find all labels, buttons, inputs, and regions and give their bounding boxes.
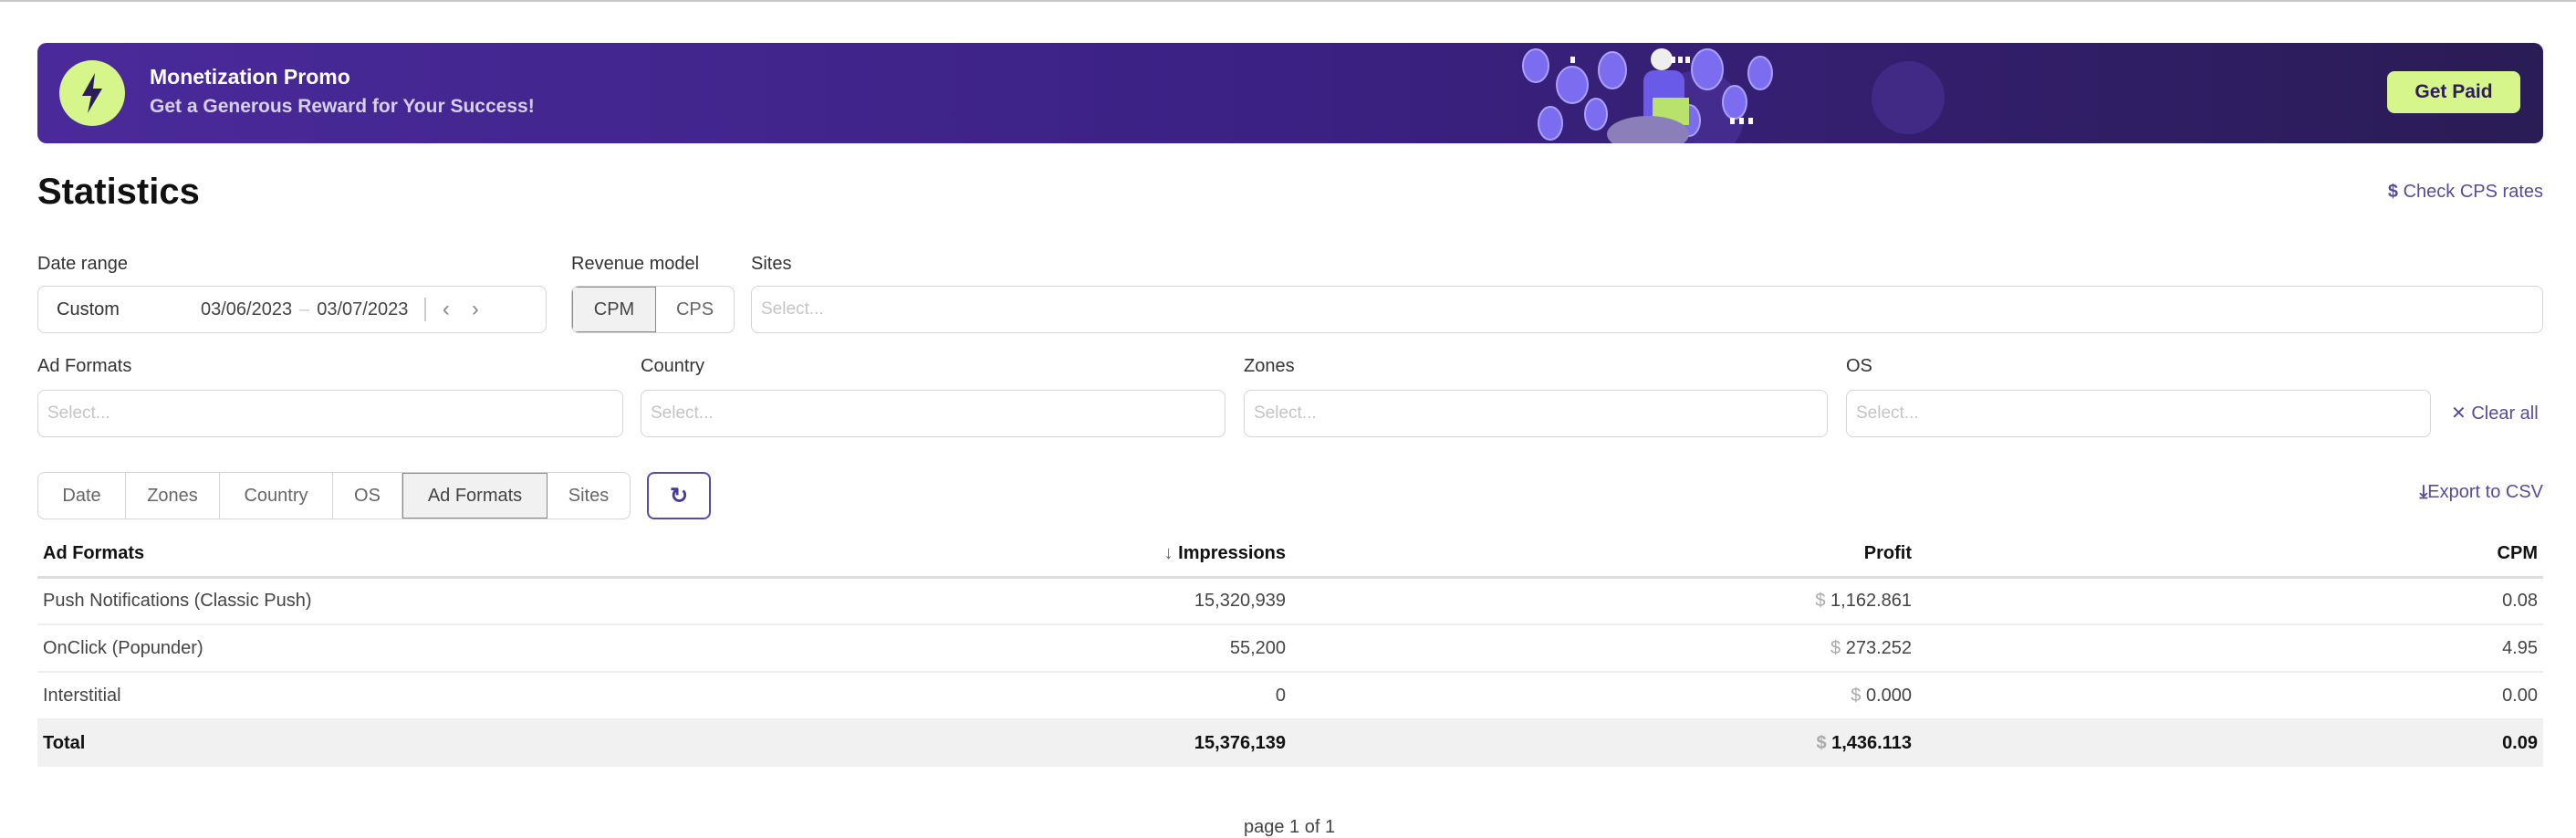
check-cps-rates-label: Check CPS rates xyxy=(2403,182,2543,202)
pagination-label: page 1 of 1 xyxy=(1244,817,1336,837)
zones-label: Zones xyxy=(1244,356,1295,376)
close-icon: ✕ xyxy=(2451,403,2466,424)
sites-label: Sites xyxy=(751,254,792,274)
total-impressions: 15,376,139 xyxy=(1041,719,1291,767)
date-range-picker[interactable]: Custom 03/06/2023 – 03/07/2023 ‹ › xyxy=(37,286,547,333)
tab-zones[interactable]: Zones xyxy=(126,473,220,519)
tab-country[interactable]: Country xyxy=(220,473,333,519)
col-impressions-label: Impressions xyxy=(1178,542,1286,563)
refresh-icon: ↻ xyxy=(669,483,689,508)
sites-placeholder: Select... xyxy=(761,299,824,319)
next-date-icon[interactable]: › xyxy=(471,297,479,321)
promo-subtitle: Get a Generous Reward for Your Success! xyxy=(150,96,535,117)
date-range-label: Date range xyxy=(37,254,128,274)
date-separator: – xyxy=(299,299,310,319)
clear-all-button[interactable]: ✕ Clear all xyxy=(2451,402,2539,424)
date-preset[interactable]: Custom xyxy=(57,299,120,319)
dollar-icon: $ xyxy=(2387,182,2399,202)
clear-all-label: Clear all xyxy=(2471,403,2539,424)
revenue-cpm-option[interactable]: CPM xyxy=(572,287,656,332)
get-paid-button[interactable]: Get Paid xyxy=(2387,71,2520,113)
group-by-tabs: Date Zones Country OS Ad Formats Sites xyxy=(37,472,631,519)
currency-symbol: $ xyxy=(1815,590,1826,611)
prev-date-icon[interactable]: ‹ xyxy=(442,297,450,321)
row-impressions: 0 xyxy=(1041,672,1291,720)
tab-sites[interactable]: Sites xyxy=(568,485,610,506)
total-cpm: 0.09 xyxy=(1917,719,2543,767)
row-profit: $ 1,162.861 xyxy=(1291,577,1917,625)
row-name: OnClick (Popunder) xyxy=(37,624,1041,673)
zones-placeholder: Select... xyxy=(1254,403,1317,423)
row-impressions: 15,320,939 xyxy=(1041,577,1291,625)
row-profit: $ 273.252 xyxy=(1291,624,1917,673)
row-profit: $ 0.000 xyxy=(1291,672,1917,720)
tab-os[interactable]: OS xyxy=(333,473,402,519)
total-profit-value: 1,436.113 xyxy=(1831,733,1912,753)
page-title: Statistics xyxy=(37,172,200,212)
profit-value: 0.000 xyxy=(1865,685,1912,706)
profit-value: 1,162.861 xyxy=(1830,590,1912,611)
lightning-icon xyxy=(59,60,125,126)
ad-formats-placeholder: Select... xyxy=(47,403,110,423)
col-ad-formats[interactable]: Ad Formats xyxy=(37,531,1041,579)
os-placeholder: Select... xyxy=(1856,403,1919,423)
refresh-button[interactable]: ↻ xyxy=(647,472,711,519)
table-header: Ad Formats ↓ Impressions Profit CPM xyxy=(37,531,2543,579)
os-select[interactable]: Select... xyxy=(1846,390,2431,437)
row-name: Interstitial xyxy=(37,672,1041,720)
table-row: OnClick (Popunder) 55,200 $ 273.252 4.95 xyxy=(37,624,2543,673)
table-row: Push Notifications (Classic Push) 15,320… xyxy=(37,577,2543,625)
tab-date[interactable]: Date xyxy=(38,473,126,519)
promo-title: Monetization Promo xyxy=(150,65,350,89)
download-icon: ⤓ xyxy=(2419,482,2428,502)
date-from[interactable]: 03/06/2023 xyxy=(201,299,293,319)
ad-formats-select[interactable]: Select... xyxy=(37,390,623,437)
revenue-model-label: Revenue model xyxy=(571,254,700,274)
row-impressions: 55,200 xyxy=(1041,624,1291,673)
col-impressions[interactable]: ↓ Impressions xyxy=(1041,531,1291,579)
total-row: Total 15,376,139 $ 1,436.113 0.09 xyxy=(37,719,2543,767)
currency-symbol: $ xyxy=(1830,637,1841,658)
tab-ad-formats[interactable]: Ad Formats xyxy=(402,473,548,519)
currency-symbol: $ xyxy=(1851,685,1862,706)
table-row: Interstitial 0 $ 0.000 0.00 xyxy=(37,672,2543,720)
export-csv-button[interactable]: ⤓Export to CSV xyxy=(2419,482,2543,503)
row-cpm: 0.08 xyxy=(1917,577,2543,625)
row-cpm: 4.95 xyxy=(1917,624,2543,673)
sort-down-icon: ↓ xyxy=(1163,542,1173,563)
country-select[interactable]: Select... xyxy=(641,390,1225,437)
os-label: OS xyxy=(1846,356,1872,376)
col-cpm[interactable]: CPM xyxy=(1917,531,2543,579)
date-to[interactable]: 03/07/2023 xyxy=(317,299,409,319)
currency-symbol: $ xyxy=(1816,733,1827,753)
check-cps-rates-link[interactable]: $ Check CPS rates xyxy=(2388,182,2543,203)
profit-value: 273.252 xyxy=(1845,637,1912,658)
row-name: Push Notifications (Classic Push) xyxy=(37,577,1041,625)
ad-formats-label: Ad Formats xyxy=(37,356,132,376)
sites-select[interactable]: Select... xyxy=(751,286,2543,333)
revenue-cps-option[interactable]: CPS xyxy=(675,299,714,319)
col-profit[interactable]: Profit xyxy=(1291,531,1917,579)
total-label: Total xyxy=(37,719,1041,767)
revenue-model-toggle: CPM CPS xyxy=(571,286,735,333)
country-placeholder: Select... xyxy=(651,403,714,423)
promo-illustration xyxy=(1522,48,1945,143)
zones-select[interactable]: Select... xyxy=(1244,390,1828,437)
row-cpm: 0.00 xyxy=(1917,672,2543,720)
stats-table: Ad Formats ↓ Impressions Profit CPM Push… xyxy=(37,531,2543,767)
promo-banner: Monetization Promo Get a Generous Reward… xyxy=(37,43,2543,143)
total-profit: $ 1,436.113 xyxy=(1291,719,1917,767)
country-label: Country xyxy=(641,356,705,376)
export-csv-label: Export to CSV xyxy=(2427,482,2543,502)
